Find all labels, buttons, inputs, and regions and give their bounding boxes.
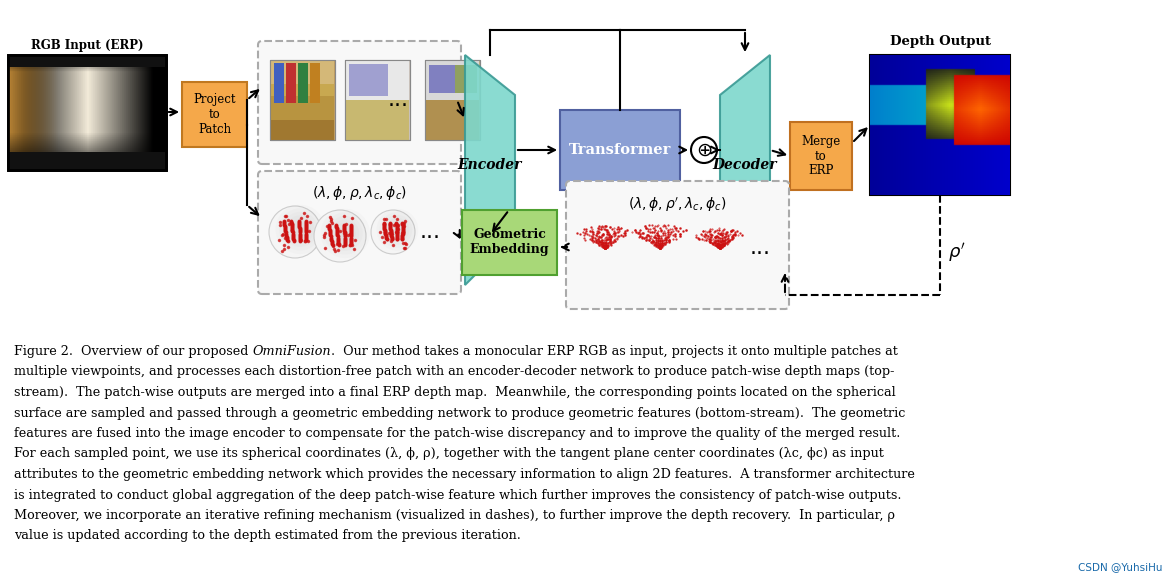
Bar	[270, 120, 334, 140]
Text: RGB Input (ERP): RGB Input (ERP)	[31, 39, 143, 51]
Bar	[270, 60, 335, 140]
Text: Figure 2.  Overview of our proposed: Figure 2. Overview of our proposed	[14, 345, 253, 358]
Text: features are fused into the image encoder to compensate for the patch-wise discr: features are fused into the image encode…	[14, 427, 901, 440]
FancyBboxPatch shape	[258, 171, 461, 294]
Bar	[8, 55, 166, 170]
Bar	[270, 84, 334, 96]
Text: stream).  The patch-wise outputs are merged into a final ERP depth map.  Meanwhi: stream). The patch-wise outputs are merg…	[14, 386, 896, 399]
Bar	[8, 55, 166, 170]
Bar	[426, 100, 479, 140]
Circle shape	[269, 206, 321, 258]
Bar	[425, 60, 480, 140]
Text: Moreover, we incorporate an iterative refining mechanism (visualized in dashes),: Moreover, we incorporate an iterative re…	[14, 509, 895, 522]
Bar	[346, 100, 409, 140]
Circle shape	[314, 210, 366, 262]
FancyBboxPatch shape	[566, 181, 789, 309]
Bar	[426, 61, 479, 101]
Bar	[349, 64, 388, 96]
Text: $(\lambda, \phi, \rho', \lambda_c, \phi_c)$: $(\lambda, \phi, \rho', \lambda_c, \phi_…	[628, 196, 727, 214]
Text: Encoder: Encoder	[457, 158, 522, 172]
Text: ...: ...	[749, 238, 770, 258]
Bar	[298, 63, 308, 103]
Text: Transformer: Transformer	[569, 143, 671, 157]
Text: Merge
to
ERP: Merge to ERP	[801, 135, 841, 177]
Bar	[455, 65, 477, 93]
Bar	[429, 65, 456, 93]
Bar	[286, 63, 296, 103]
Bar	[8, 152, 166, 170]
Text: multiple viewpoints, and processes each distortion-free patch with an encoder-de: multiple viewpoints, and processes each …	[14, 365, 895, 379]
Text: .  Our method takes a monocular ERP RGB as input, projects it onto multiple patc: . Our method takes a monocular ERP RGB a…	[330, 345, 897, 358]
Polygon shape	[465, 55, 515, 285]
FancyBboxPatch shape	[258, 41, 461, 164]
Bar	[270, 61, 334, 85]
Text: Geometric
Embedding: Geometric Embedding	[469, 228, 549, 257]
Bar	[345, 60, 410, 140]
Bar	[270, 60, 335, 140]
Text: attributes to the geometric embedding network which provides the necessary infor: attributes to the geometric embedding ne…	[14, 468, 915, 481]
Circle shape	[370, 210, 415, 254]
Bar	[425, 60, 480, 140]
Bar	[870, 55, 1010, 195]
Text: $(\lambda, \phi, \rho, \lambda_c, \phi_c)$: $(\lambda, \phi, \rho, \lambda_c, \phi_c…	[312, 184, 407, 202]
Polygon shape	[720, 55, 770, 285]
Text: OmniFusion: OmniFusion	[253, 345, 330, 358]
Text: surface are sampled and passed through a geometric embedding network to produce : surface are sampled and passed through a…	[14, 406, 906, 420]
Bar	[274, 63, 283, 103]
Bar	[182, 82, 247, 147]
Text: $\rho'$: $\rho'$	[948, 240, 965, 264]
Bar	[346, 61, 409, 101]
Bar	[462, 210, 557, 275]
Text: is integrated to conduct global aggregation of the deep patch-wise feature which: is integrated to conduct global aggregat…	[14, 488, 902, 502]
Text: value is updated according to the depth estimated from the previous iteration.: value is updated according to the depth …	[14, 529, 521, 543]
Circle shape	[691, 137, 717, 163]
Text: Depth Output: Depth Output	[889, 35, 990, 47]
Bar	[560, 110, 680, 190]
Bar	[270, 96, 334, 120]
Bar	[790, 122, 851, 190]
Text: $\oplus$: $\oplus$	[696, 140, 713, 160]
Text: ...: ...	[420, 222, 441, 242]
Text: Project
to
Patch: Project to Patch	[193, 93, 235, 136]
Text: CSDN @YuhsiHu: CSDN @YuhsiHu	[1077, 562, 1162, 572]
Text: ...: ...	[388, 90, 408, 110]
Text: Decoder: Decoder	[713, 158, 777, 172]
Text: For each sampled point, we use its spherical coordinates (λ, ϕ, ρ), together wit: For each sampled point, we use its spher…	[14, 447, 884, 461]
Bar	[8, 55, 166, 67]
Bar	[310, 63, 320, 103]
Bar	[345, 60, 410, 140]
